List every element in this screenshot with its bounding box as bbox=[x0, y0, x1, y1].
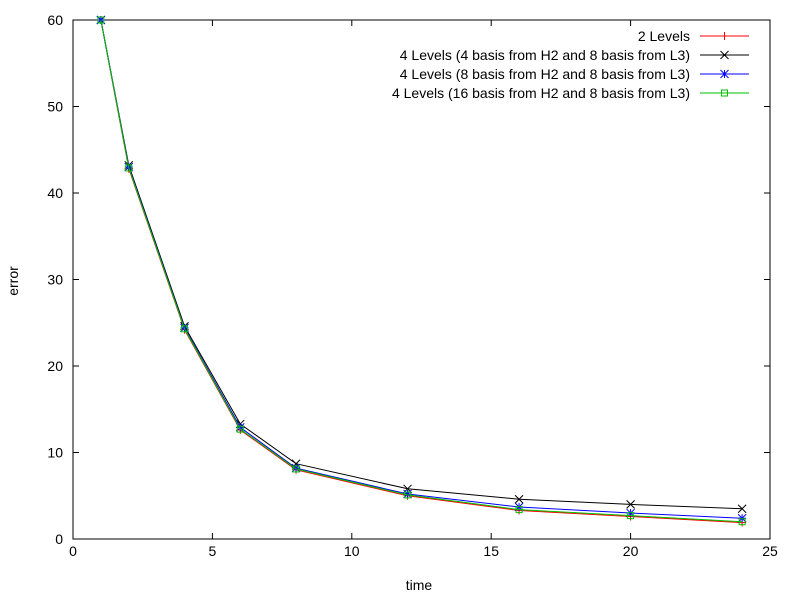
data-point bbox=[404, 491, 412, 499]
y-axis-title: error bbox=[5, 266, 21, 296]
x-tick-label: 5 bbox=[209, 543, 217, 559]
y-tick-label: 50 bbox=[47, 99, 63, 115]
y-tick-label: 20 bbox=[47, 358, 63, 374]
x-tick-label: 20 bbox=[623, 543, 639, 559]
x-axis-title: time bbox=[406, 577, 433, 593]
marker-stroke bbox=[181, 325, 189, 333]
marker-stroke bbox=[720, 50, 729, 60]
data-point bbox=[181, 325, 189, 333]
legend-entry: 4 Levels (8 basis from H2 and 8 basis fr… bbox=[400, 66, 749, 82]
tick-labels: 0 5 10 15 20 25 0 10 20 30 40 50 60 bbox=[47, 12, 778, 559]
marker-stroke bbox=[626, 500, 635, 509]
legend-entry: 2 Levels bbox=[638, 28, 749, 44]
data-point bbox=[737, 504, 747, 514]
marker-stroke bbox=[515, 506, 523, 514]
marker-stroke bbox=[720, 69, 729, 79]
marker-stroke bbox=[236, 425, 244, 433]
marker-stroke bbox=[97, 16, 105, 24]
legend-label: 4 Levels (8 basis from H2 and 8 basis fr… bbox=[400, 66, 690, 82]
data-point bbox=[515, 506, 523, 514]
axis-ticks bbox=[72, 19, 771, 540]
y-tick-label: 40 bbox=[47, 185, 63, 201]
y-tick-label: 0 bbox=[55, 531, 63, 547]
legend-label: 4 Levels (16 basis from H2 and 8 basis f… bbox=[392, 85, 690, 101]
x-tick-label: 25 bbox=[762, 543, 778, 559]
marker-stroke bbox=[404, 491, 412, 499]
marker-stroke bbox=[627, 512, 635, 520]
data-point bbox=[627, 512, 635, 520]
marker-stroke bbox=[514, 494, 524, 504]
data-point bbox=[236, 425, 244, 433]
marker-stroke bbox=[738, 518, 746, 526]
x-tick-label: 0 bbox=[69, 543, 77, 559]
legend-entry: 4 Levels (16 basis from H2 and 8 basis f… bbox=[392, 85, 749, 101]
marker-stroke bbox=[125, 164, 133, 172]
x-tick-label: 10 bbox=[344, 543, 360, 559]
series-layer bbox=[96, 15, 747, 527]
y-tick-label: 30 bbox=[47, 272, 63, 288]
legend-entry: 4 Levels (4 basis from H2 and 8 basis fr… bbox=[400, 47, 749, 63]
legend-label: 4 Levels (4 basis from H2 and 8 basis fr… bbox=[400, 47, 690, 63]
data-point bbox=[721, 89, 728, 97]
data-point bbox=[720, 50, 729, 60]
marker-stroke bbox=[737, 504, 747, 514]
data-point bbox=[626, 500, 635, 509]
y-tick-label: 60 bbox=[47, 12, 63, 28]
data-point bbox=[125, 164, 133, 172]
data-point bbox=[720, 32, 729, 40]
marker-stroke bbox=[292, 465, 300, 473]
data-point bbox=[292, 465, 300, 473]
marker-stroke bbox=[721, 89, 728, 97]
data-point bbox=[738, 518, 746, 526]
series-4 bbox=[97, 16, 746, 526]
series-line bbox=[100, 19, 743, 523]
data-point bbox=[97, 16, 105, 24]
data-point bbox=[514, 494, 524, 504]
legend-label: 2 Levels bbox=[638, 28, 690, 44]
legend: 2 Levels 4 Levels (4 basis from H2 and 8 … bbox=[392, 28, 749, 101]
data-point bbox=[720, 69, 729, 79]
y-tick-label: 10 bbox=[47, 445, 63, 461]
x-tick-label: 15 bbox=[483, 543, 499, 559]
